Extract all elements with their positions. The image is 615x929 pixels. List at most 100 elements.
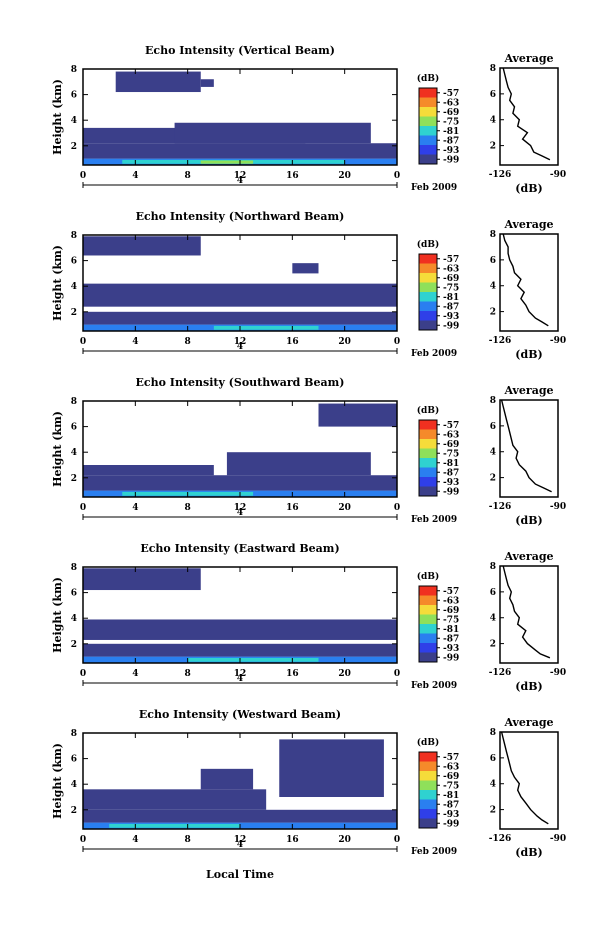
colorbar-tick-label: -57 bbox=[443, 753, 459, 763]
average-y-tick-label: 6 bbox=[490, 90, 496, 100]
panel-title: Echo Intensity (Westward Beam) bbox=[139, 708, 341, 721]
colorbar-tick-label: -57 bbox=[443, 421, 459, 431]
average-x-tick-label: -90 bbox=[550, 502, 566, 512]
average-y-tick-label: 6 bbox=[490, 754, 496, 764]
x-tick-label: 20 bbox=[338, 337, 351, 347]
average-frame bbox=[499, 399, 559, 498]
panel-3: Echo Intensity (Southward Beam) 2 4 6 8 Heigh… bbox=[51, 376, 566, 527]
x-tick-label: 4 bbox=[132, 835, 138, 845]
colorbar-swatch bbox=[419, 809, 437, 819]
average-x-tick-label: -90 bbox=[550, 336, 566, 346]
average-profile-line bbox=[502, 233, 549, 327]
average-y-tick-label: 4 bbox=[490, 116, 496, 126]
colorbar-swatch bbox=[419, 614, 437, 625]
colorbar-frame bbox=[418, 585, 438, 663]
colorbar-tick-label: -99 bbox=[443, 653, 459, 663]
colorbar-swatch bbox=[419, 116, 437, 127]
panel-title: Echo Intensity (Northward Beam) bbox=[136, 210, 345, 223]
colorbar-swatch bbox=[419, 652, 437, 663]
y-tick-label: 2 bbox=[71, 806, 77, 816]
y-tick-label: 8 bbox=[71, 729, 77, 739]
average-x-tick-label: -126 bbox=[489, 336, 512, 346]
colorbar-swatch bbox=[419, 586, 437, 596]
echo-region bbox=[83, 283, 397, 307]
colorbar-tick-label: -75 bbox=[443, 449, 459, 459]
colorbar-swatch bbox=[419, 790, 437, 800]
y-axis-label: Height (km) bbox=[51, 743, 64, 819]
echo-region bbox=[226, 452, 371, 476]
colorbar-swatch bbox=[419, 135, 437, 146]
x-tick-label: 0 bbox=[80, 337, 86, 347]
colorbar-tick-label: -63 bbox=[443, 98, 459, 108]
colorbar-unit: (dB) bbox=[417, 405, 439, 416]
average-y-tick-label: 4 bbox=[490, 448, 496, 458]
colorbar-tick-label: -69 bbox=[443, 606, 459, 616]
colorbar-tick-label: -93 bbox=[443, 312, 459, 322]
colorbar-frame bbox=[418, 751, 438, 829]
x-tick-label: 12 bbox=[234, 171, 247, 181]
x-tick-label: 4 bbox=[132, 503, 138, 513]
colorbar-swatch bbox=[419, 273, 437, 283]
y-tick-label: 6 bbox=[71, 589, 77, 599]
colorbar-tick-label: -93 bbox=[443, 146, 459, 156]
colorbar-swatch bbox=[419, 263, 437, 274]
x-tick-label: 16 bbox=[286, 669, 299, 679]
echo-region bbox=[200, 768, 254, 790]
x-tick-label: 0 bbox=[80, 669, 86, 679]
y-tick-label: 6 bbox=[71, 257, 77, 267]
day-label: 4 bbox=[237, 508, 243, 518]
average-y-tick-label: 8 bbox=[490, 562, 496, 572]
x-tick-label: 12 bbox=[234, 503, 247, 513]
x-tick-label: 16 bbox=[286, 503, 299, 513]
x-tick-label: 16 bbox=[286, 835, 299, 845]
y-tick-label: 2 bbox=[71, 640, 77, 650]
x-tick-label: 4 bbox=[132, 337, 138, 347]
colorbar-swatch bbox=[419, 467, 437, 478]
average-frame bbox=[499, 67, 559, 166]
echo-region bbox=[200, 160, 254, 164]
x-tick-label: 12 bbox=[234, 337, 247, 347]
average-frame bbox=[499, 233, 559, 332]
x-tick-label: 16 bbox=[286, 337, 299, 347]
average-y-tick-label: 6 bbox=[490, 422, 496, 432]
x-tick-label: 8 bbox=[185, 669, 191, 679]
x-tick-label: 8 bbox=[185, 835, 191, 845]
echo-region bbox=[83, 311, 397, 325]
x-tick-label: 0 bbox=[394, 337, 400, 347]
average-y-tick-label: 4 bbox=[490, 614, 496, 624]
x-tick-label: 0 bbox=[80, 503, 86, 513]
x-tick-label: 20 bbox=[338, 503, 351, 513]
y-axis-label: Height (km) bbox=[51, 411, 64, 487]
colorbar-tick-label: -75 bbox=[443, 117, 459, 127]
y-tick-label: 4 bbox=[71, 448, 77, 458]
x-tick-label: 16 bbox=[286, 171, 299, 181]
colorbar-tick-label: -99 bbox=[443, 155, 459, 165]
average-frame bbox=[499, 565, 559, 664]
x-tick-label: 4 bbox=[132, 669, 138, 679]
y-tick-label: 4 bbox=[71, 282, 77, 292]
average-x-label: (dB) bbox=[515, 846, 542, 859]
average-y-tick-label: 8 bbox=[490, 230, 496, 240]
average-x-tick-label: -126 bbox=[489, 502, 512, 512]
echo-region bbox=[213, 325, 319, 330]
average-y-tick-label: 8 bbox=[490, 728, 496, 738]
echo-region bbox=[83, 568, 201, 591]
y-tick-label: 4 bbox=[71, 614, 77, 624]
colorbar-swatch bbox=[419, 761, 437, 772]
x-tick-label: 20 bbox=[338, 171, 351, 181]
colorbar-swatch bbox=[419, 292, 437, 302]
average-x-label: (dB) bbox=[515, 514, 542, 527]
colorbar-tick-label: -69 bbox=[443, 440, 459, 450]
x-tick-label: 0 bbox=[394, 171, 400, 181]
average-x-tick-label: -90 bbox=[550, 834, 566, 844]
panel-1: Echo Intensity (Vertical Beam) 2 4 6 8 Height… bbox=[51, 44, 566, 195]
echo-region bbox=[187, 657, 319, 662]
colorbar-tick-label: -63 bbox=[443, 596, 459, 606]
colorbar-tick-label: -57 bbox=[443, 255, 459, 265]
y-tick-label: 6 bbox=[71, 755, 77, 765]
average-profile-line bbox=[500, 731, 549, 825]
colorbar-swatch bbox=[419, 633, 437, 644]
y-axis-label: Height (km) bbox=[51, 79, 64, 155]
colorbar-tick-label: -75 bbox=[443, 781, 459, 791]
colorbar-tick-label: -99 bbox=[443, 487, 459, 497]
